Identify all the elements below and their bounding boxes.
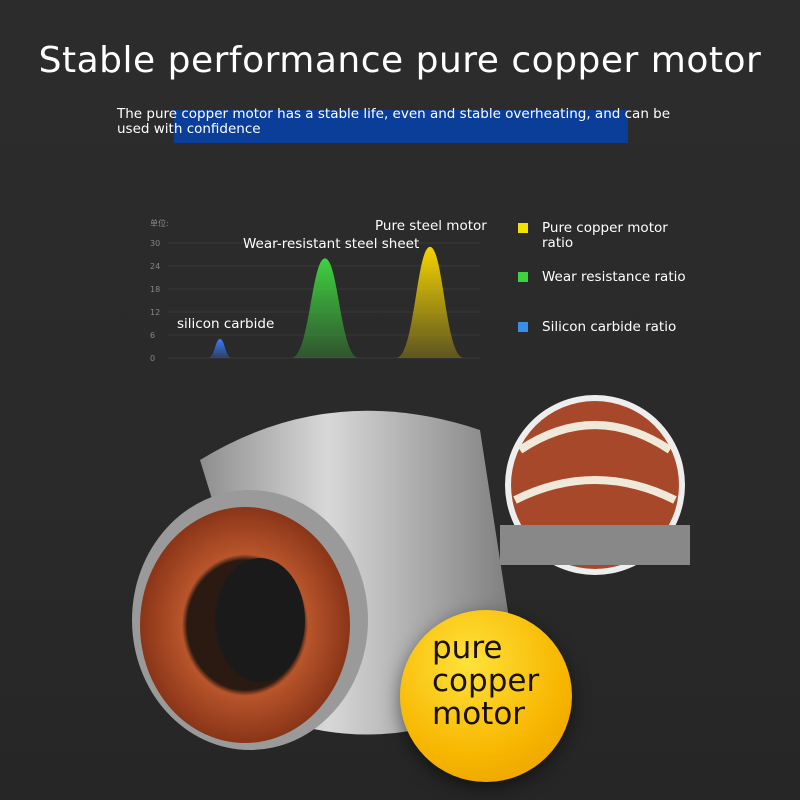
y-tick-label: 24	[150, 262, 160, 271]
y-tick-label: 6	[150, 331, 155, 340]
subtitle: The pure copper motor has a stable life,…	[117, 106, 671, 137]
peak-silicon-carbide	[208, 338, 232, 358]
badge-text: pure copper motor	[432, 630, 540, 732]
series-label-wear: Wear-resistant steel sheet	[243, 236, 420, 252]
peak-wear-resistant-steel-sheet	[291, 258, 359, 358]
y-tick-label: 12	[150, 308, 160, 317]
legend-swatch	[518, 322, 528, 332]
series-label-silicon: silicon carbide	[177, 316, 275, 332]
legend-swatch	[518, 272, 528, 282]
legend-label: Pure copper motor ratio	[542, 220, 668, 251]
legend-label: Wear resistance ratio	[542, 269, 686, 285]
text-highlight	[174, 110, 628, 143]
y-tick-label: 18	[150, 285, 160, 294]
legend-label: Silicon carbide ratio	[542, 319, 677, 335]
peak-pure-steel-motor	[396, 246, 464, 358]
page-title: Stable performance pure copper motor	[38, 40, 762, 81]
legend-swatch	[518, 223, 528, 233]
y-tick-label: 0	[150, 354, 155, 363]
y-unit-label: 单位:	[150, 219, 169, 228]
series-label-steel: Pure steel motor	[375, 218, 487, 234]
y-tick-label: 30	[150, 239, 160, 248]
pure-copper-badge: pure copper motor	[400, 610, 572, 782]
